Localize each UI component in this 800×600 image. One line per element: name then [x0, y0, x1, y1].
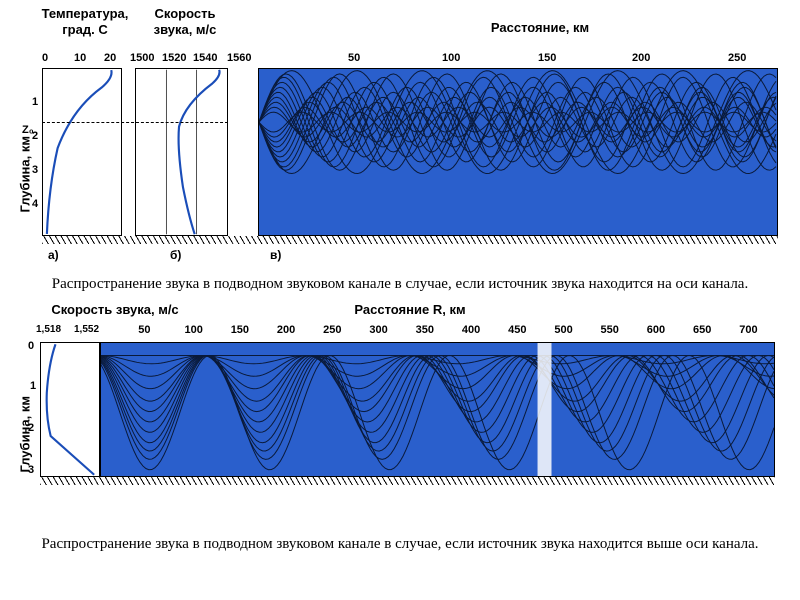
fig1-ytick-3: 3	[32, 164, 38, 176]
fig1-ylabel: Глубина, км	[18, 103, 33, 213]
fig2-ylabel: Глубина, км	[18, 362, 33, 472]
fig1-ytick-4: 4	[32, 198, 38, 210]
fig2c-xtick-2: 150	[231, 324, 249, 336]
fig2c-xtick-8: 450	[508, 324, 526, 336]
fig2-ytick-2: 2	[28, 422, 34, 434]
fig2-ray-panel	[100, 342, 775, 477]
fig1-label-b: б)	[170, 248, 181, 262]
fig1c-xtick-4: 250	[728, 52, 746, 64]
fig2-speed-panel	[40, 342, 100, 477]
fig2c-xtick-3: 200	[277, 324, 295, 336]
fig1-z0-line	[42, 122, 228, 123]
fig1-dist-header: Расстояние, км	[300, 20, 780, 36]
fig2s-xtick-0: 1,518	[36, 324, 61, 335]
fig1-ytick-2: 2	[32, 130, 38, 142]
fig2c-xtick-6: 350	[416, 324, 434, 336]
fig1-seafloor-hatch	[42, 236, 778, 244]
fig1-caption: Распространение звука в подводном звуков…	[0, 270, 800, 300]
fig1b-xtick-1: 1520	[162, 52, 186, 64]
fig2c-xtick-9: 500	[554, 324, 572, 336]
fig1c-xtick-1: 100	[442, 52, 460, 64]
fig2c-xtick-4: 250	[323, 324, 341, 336]
fig1a-xtick-2: 20	[104, 52, 116, 64]
fig2c-xtick-12: 650	[693, 324, 711, 336]
speed-profile-curve-2	[41, 343, 99, 476]
fig2-ytick-3: 3	[28, 464, 34, 476]
speed-profile-curve-1	[136, 69, 227, 235]
fig1a-xtick-1: 10	[74, 52, 86, 64]
fig1-label-a: а)	[48, 248, 59, 262]
fig2-speed-header: Скорость звука, м/с	[25, 302, 205, 318]
fig1a-xtick-0: 0	[42, 52, 48, 64]
fig1-panel-a	[42, 68, 122, 236]
fig1-ytick-1: 1	[32, 96, 38, 108]
figure-1: Температура, град. С Скорость звука, м/с…	[0, 0, 800, 270]
fig2c-xtick-13: 700	[739, 324, 757, 336]
fig2c-xtick-0: 50	[138, 324, 150, 336]
fig2c-xtick-10: 550	[601, 324, 619, 336]
temp-profile-curve	[43, 69, 121, 235]
fig1c-xtick-3: 200	[632, 52, 650, 64]
fig1b-xtick-0: 1500	[130, 52, 154, 64]
fig1c-xtick-0: 50	[348, 52, 360, 64]
fig2-ytick-0: 0	[28, 340, 34, 352]
fig2-seafloor-hatch	[40, 477, 775, 485]
fig2-ytick-1: 1	[30, 380, 36, 392]
fig2-dist-header: Расстояние R, км	[260, 302, 560, 318]
fig2c-xtick-5: 300	[369, 324, 387, 336]
fig1c-xstart: 1560	[227, 52, 251, 64]
fig1c-xtick-2: 150	[538, 52, 556, 64]
fig1-panel-b	[135, 68, 228, 236]
fig2s-xtick-1: 1,552	[74, 324, 99, 335]
fig1-label-c: в)	[270, 248, 281, 262]
fig1-ray-panel	[258, 68, 778, 236]
fig2c-xtick-11: 600	[647, 324, 665, 336]
fig2-caption: Распространение звука в подводном звуков…	[0, 530, 800, 560]
fig1b-xtick-2: 1540	[193, 52, 217, 64]
figure-2: Скорость звука, м/с Расстояние R, км Глу…	[0, 300, 800, 530]
fig1-temp-header: Температура, град. С	[30, 6, 140, 37]
fig1-speed-header: Скорость звука, м/с	[135, 6, 235, 37]
fig2c-xtick-1: 100	[184, 324, 202, 336]
fig2c-xtick-7: 400	[462, 324, 480, 336]
